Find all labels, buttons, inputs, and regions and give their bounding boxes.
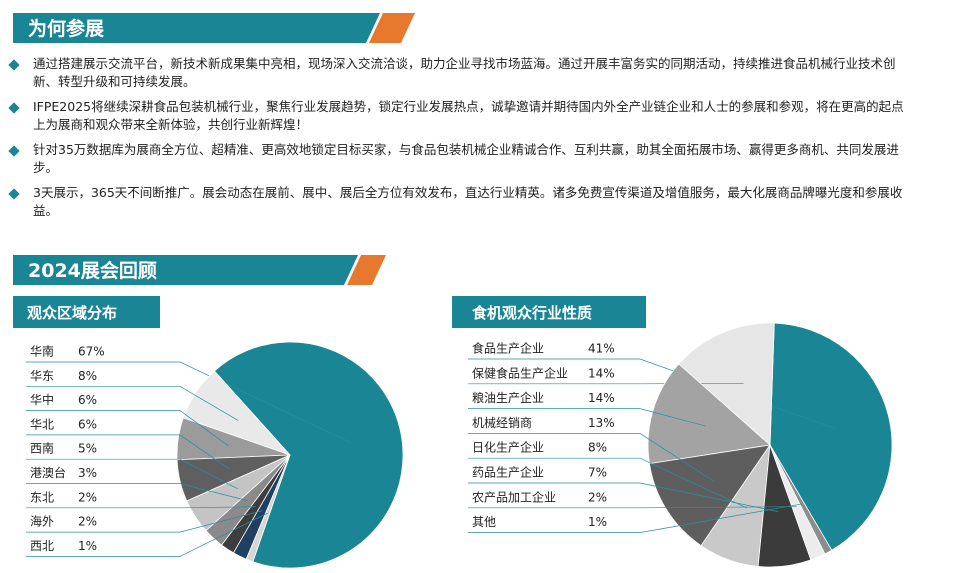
value-label: 14% [588,366,615,380]
legend-label: 药品生产企业 [472,465,544,480]
leader-line [468,408,706,427]
pie-slice [648,444,771,547]
value-label: 3% [78,466,97,480]
legend-label: 海外 [30,514,54,529]
section-title: 2024展会回顾 [28,259,157,282]
chart-title: 观众区域分布 [27,304,117,322]
legend-label: 日化生产企业 [472,440,544,455]
banner [13,255,358,285]
legend-label: 农产品加工企业 [472,489,556,504]
banner-accent [369,13,415,43]
value-label: 8% [588,441,607,455]
legend-label: 华中 [30,392,54,407]
leader-line [468,482,779,512]
leader-line [468,433,714,482]
legend-label: 华南 [30,344,54,359]
value-label: 2% [78,490,97,504]
leader-line [26,385,239,421]
leader-line [26,361,352,444]
pie-slice [678,322,775,446]
value-label: 1% [588,515,607,529]
leader-line [468,457,748,509]
legend-label: 其他 [472,515,496,529]
leader-line [468,506,797,509]
chart-title: 食机观众行业性质 [472,304,592,322]
charts: 华南 67% 华东 8% 华中 6% 华北 6% 西南 5% 港澳台 3% 东北 2% 海外 2% 西北 1% 食品… [26,322,893,569]
bullet-text: IFPE2025将继续深耕食品包装机械行业，聚焦行业发展趋势，锁定行业发展热点，… [33,99,904,132]
pie-slice [647,363,771,465]
legend-label: 保健食品生产企业 [472,365,568,380]
banner-accent [347,255,386,285]
legend-label: 机械经销商 [472,415,532,430]
value-label: 6% [78,393,97,407]
leader-line [468,503,803,533]
value-label: 8% [78,369,97,383]
banner [13,13,380,43]
bullet-text: 3天展示，365天不间断推广。展会动态在展前、展中、展后全方位有效发布，直达行业… [33,185,903,218]
legend-label: 粮油生产企业 [472,390,544,405]
legend-label: 东北 [30,490,54,504]
legend-label: 食品生产企业 [472,341,544,356]
leader-line [26,506,256,509]
leader-line [26,458,239,490]
legend-label: 西北 [30,539,54,553]
subheader [13,296,160,328]
value-label: 5% [78,442,97,456]
leader-line [26,410,229,447]
value-label: 1% [78,539,97,553]
bullet-text: 通过搭建展示交流平台，新技术新成果集中亮相，现场深入交流洽谈，助力企业寻找市场蓝… [33,56,896,89]
bullet-text: 针对35万数据库为展商全方位、超精准、更高效地锁定目标买家，与食品包装机械企业精… [33,142,899,175]
section-title: 为何参展 [28,17,104,40]
value-label: 14% [588,391,615,405]
value-label: 41% [588,342,615,356]
value-label: 2% [588,490,607,504]
pie-slice [245,454,291,563]
legend-label: 港澳台 [30,465,66,480]
value-label: 7% [588,466,607,480]
legend-label: 西南 [30,441,54,456]
pie-slice [213,341,404,569]
value-label: 2% [78,515,97,529]
subheader [452,296,646,328]
leader-line [26,510,263,533]
value-label: 6% [78,417,97,431]
legend-label: 华北 [30,417,54,431]
leader-line [26,512,268,557]
pie-slice [769,444,833,555]
value-label: 67% [78,345,105,359]
pie-slice [769,322,893,551]
legend-label: 华东 [30,369,54,383]
value-label: 13% [588,416,615,430]
leader-line [26,483,249,502]
leader-line [26,434,230,470]
